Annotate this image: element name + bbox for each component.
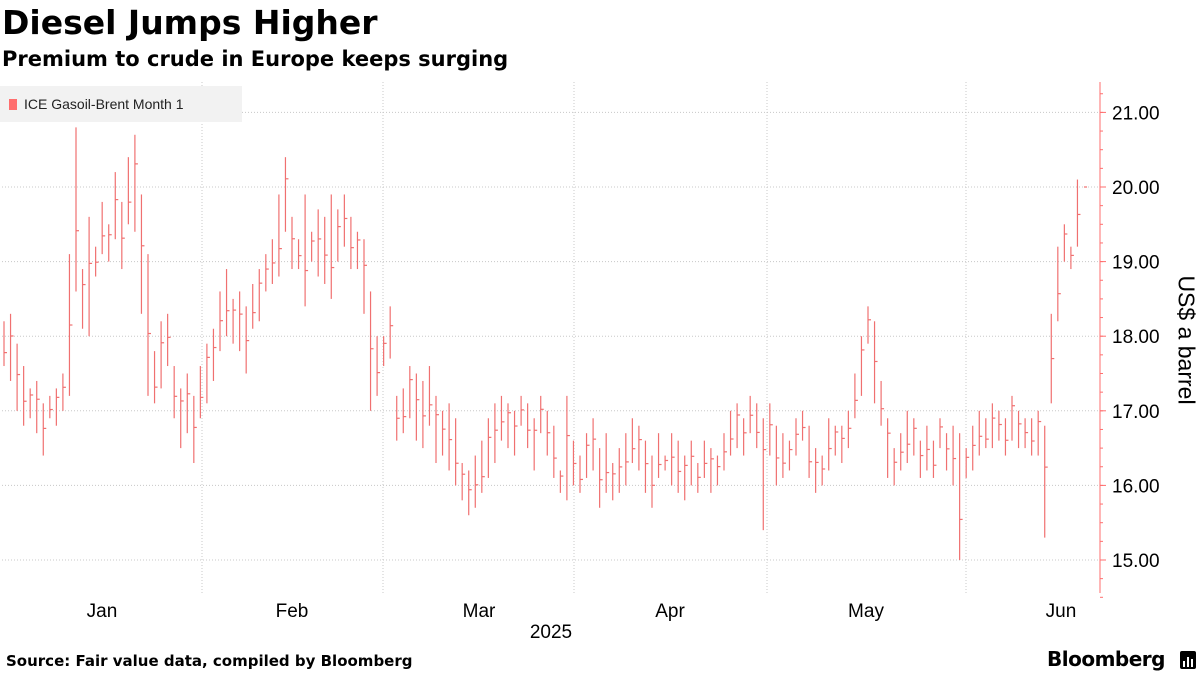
legend: ICE Gasoil-Brent Month 1 bbox=[0, 86, 242, 122]
x-tick-label: Mar bbox=[463, 601, 496, 622]
bloomberg-logo: Bloomberg bbox=[1047, 647, 1165, 671]
gridlines bbox=[2, 82, 1100, 593]
y-tick-label: 18.00 bbox=[1112, 327, 1160, 348]
y-tick-label: 21.00 bbox=[1112, 103, 1160, 124]
bloomberg-badge-icon bbox=[1180, 651, 1196, 669]
x-tick-label: Apr bbox=[655, 601, 685, 622]
legend-swatch bbox=[9, 98, 17, 110]
y-tick-label: 17.00 bbox=[1112, 402, 1160, 423]
x-axis-labels: Jan Feb Mar Apr May Jun bbox=[87, 601, 1077, 622]
legend-label: ICE Gasoil-Brent Month 1 bbox=[24, 96, 184, 112]
y-tick-label: 15.00 bbox=[1112, 551, 1160, 572]
x-tick-label: Jan bbox=[87, 601, 118, 622]
y-tick-label: 16.00 bbox=[1112, 476, 1160, 497]
x-tick-label: Jun bbox=[1046, 601, 1077, 622]
x-axis-title: 2025 bbox=[529, 622, 573, 643]
chart-title: Diesel Jumps Higher bbox=[2, 3, 378, 42]
y-tick-label: 19.00 bbox=[1112, 253, 1160, 274]
x-tick-label: May bbox=[848, 601, 884, 622]
y-tick-label: 20.00 bbox=[1112, 178, 1160, 199]
x-tick-label: Feb bbox=[276, 601, 309, 622]
y-axis: 15.00 16.00 17.00 18.00 19.00 20.00 21.00 bbox=[1099, 82, 1160, 598]
chart-subtitle: Premium to crude in Europe keeps surging bbox=[2, 47, 509, 71]
source-note: Source: Fair value data, compiled by Blo… bbox=[6, 652, 413, 670]
price-bars bbox=[3, 127, 1087, 560]
y-axis-title: US$ a barrel bbox=[1173, 275, 1200, 405]
